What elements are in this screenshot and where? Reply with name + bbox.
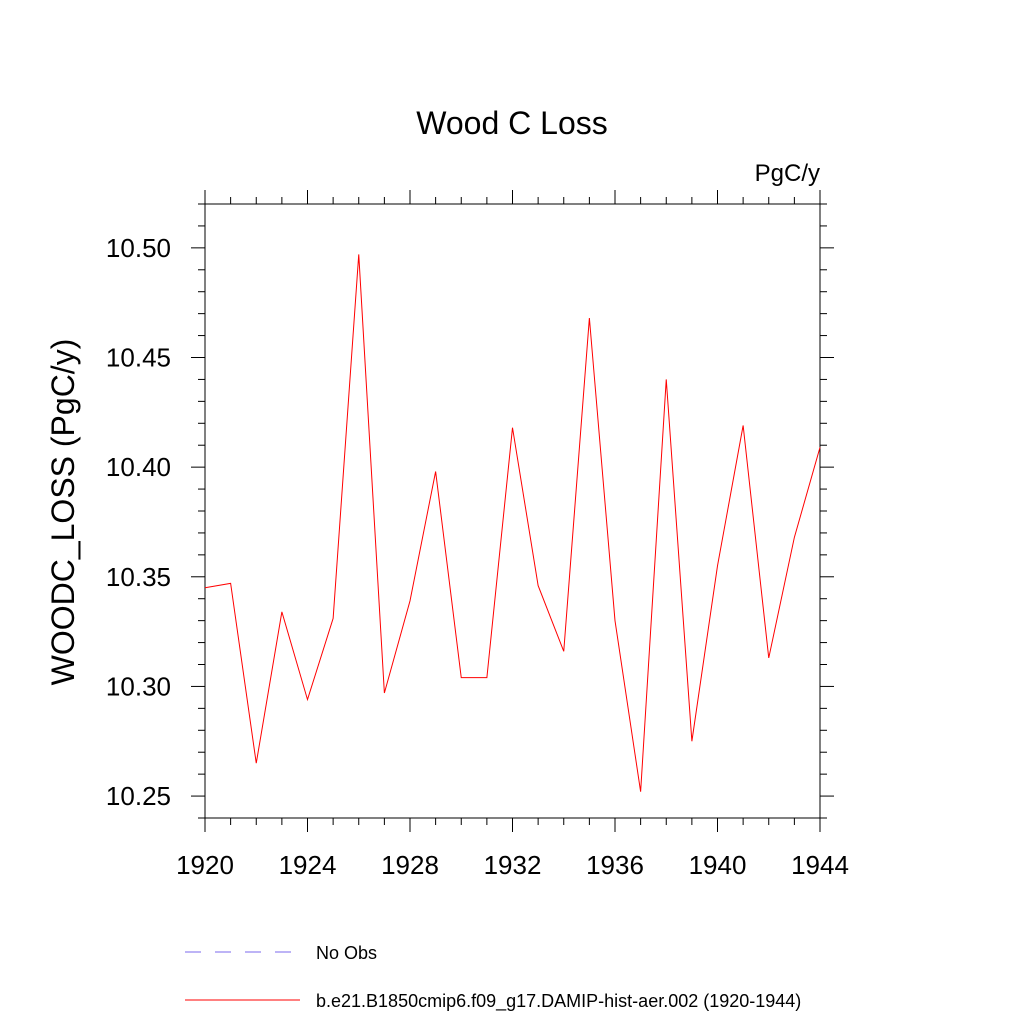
x-tick-label: 1932 [484, 850, 542, 880]
y-axis-label: WOODC_LOSS (PgC/y) [45, 339, 81, 686]
x-tick-label: 1944 [791, 850, 849, 880]
y-tick-label: 10.40 [106, 452, 171, 482]
chart-title: Wood C Loss [416, 105, 608, 141]
x-tick-label: 1928 [381, 850, 439, 880]
x-tick-label: 1920 [176, 850, 234, 880]
y-tick-label: 10.30 [106, 671, 171, 701]
y-tick-label: 10.35 [106, 562, 171, 592]
y-tick-label: 10.25 [106, 781, 171, 811]
legend: No Obs b.e21.B1850cmip6.f09_g17.DAMIP-his… [185, 943, 801, 1012]
units-label: PgC/y [755, 160, 820, 187]
x-tick-label: 1936 [586, 850, 644, 880]
plot-area: 1920 1924 1928 1932 1936 1940 1944 10.25 10.30 10… [106, 190, 849, 880]
x-tick-label: 1924 [279, 850, 337, 880]
y-tick-label: 10.50 [106, 233, 171, 263]
x-tick-label: 1940 [689, 850, 747, 880]
legend-label: No Obs [316, 943, 377, 963]
legend-label: b.e21.B1850cmip6.f09_g17.DAMIP-hist-aer.… [316, 991, 801, 1012]
series-line [204, 254, 821, 792]
y-tick-label: 10.45 [106, 343, 171, 373]
